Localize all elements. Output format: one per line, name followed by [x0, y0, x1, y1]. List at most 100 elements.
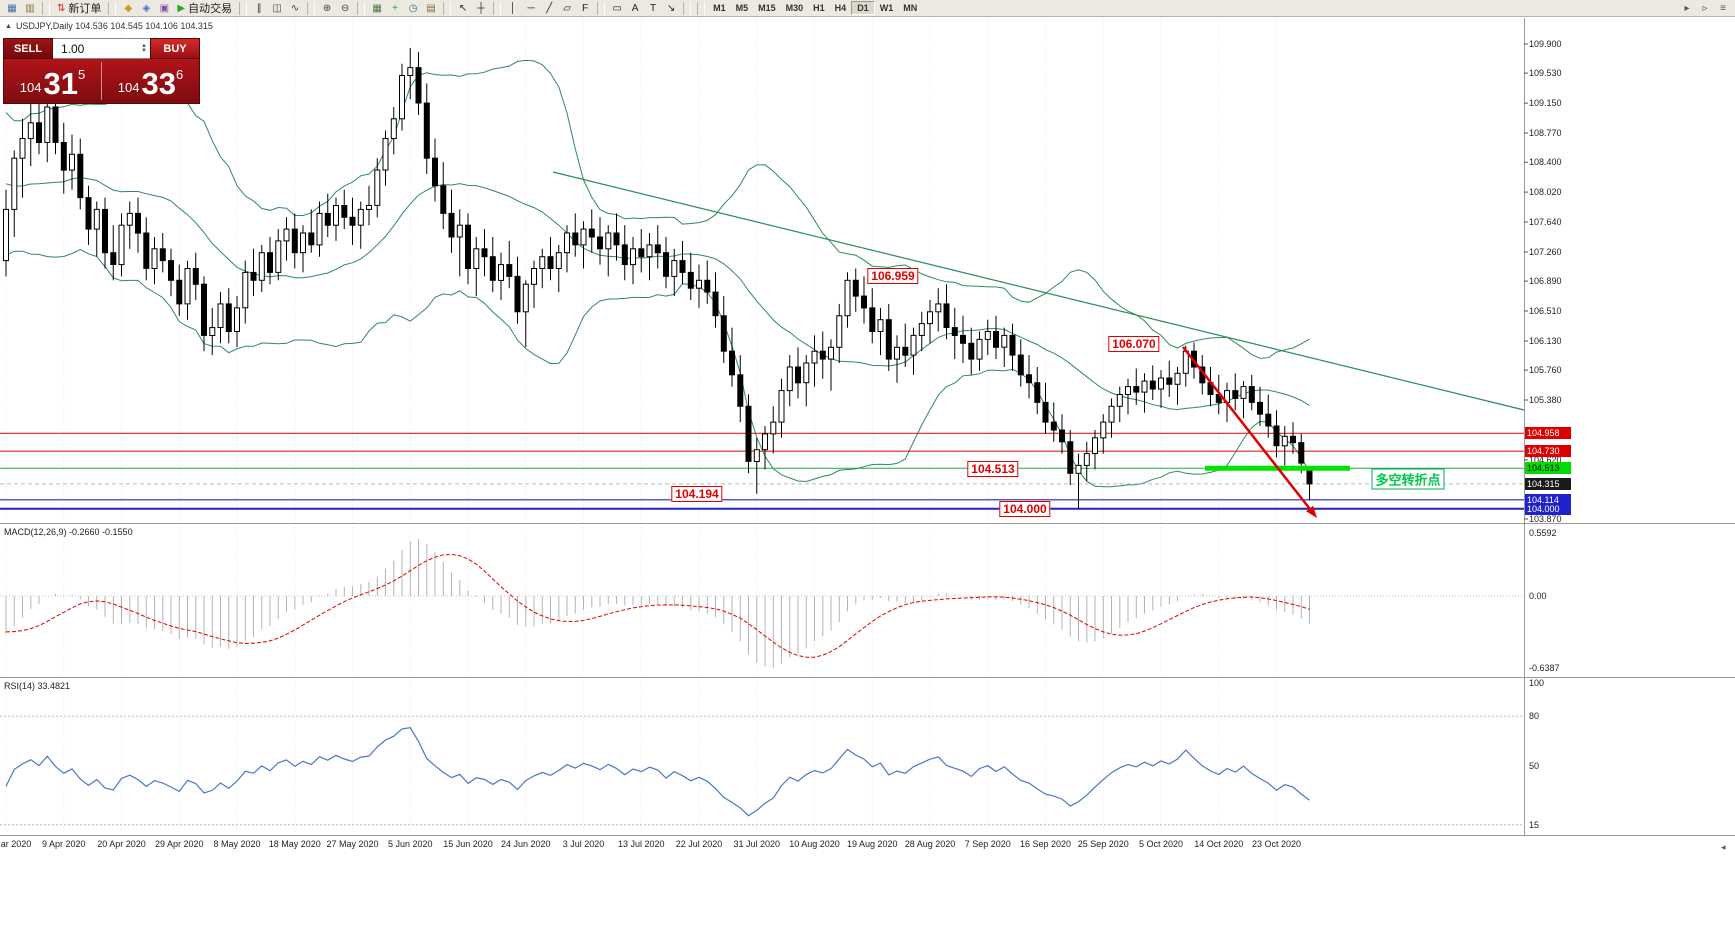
toolbar-separator — [597, 1, 606, 15]
timeframe-d1-button[interactable]: D1 — [851, 1, 875, 15]
menu-more-icon[interactable]: ≡ — [1720, 2, 1726, 14]
chart-scroll-icon[interactable]: ▸ — [1684, 2, 1690, 14]
toolbar-separator — [493, 1, 502, 15]
timeframe-h1-button[interactable]: H1 — [813, 3, 825, 13]
shapes-icon[interactable]: ▭ — [609, 1, 625, 16]
new-order-button[interactable]: ⇅ 新订单 — [53, 1, 105, 16]
autotrading-button[interactable]: ▶ 自动交易 — [173, 1, 236, 16]
price-axis-label: 106.130 — [1529, 335, 1562, 346]
toolbar-separator — [108, 1, 117, 15]
cursor-icon[interactable]: ↖ — [455, 1, 471, 16]
sell-button[interactable]: SELL — [3, 38, 53, 59]
horizontal-line-icon-glyph: ─ — [527, 2, 535, 14]
price-axis-label: 107.640 — [1529, 217, 1562, 228]
new-chart-icon-glyph: ▦ — [7, 2, 17, 14]
price-annotation-104.194[interactable]: 104.194 — [671, 486, 723, 502]
zoom-in-icon-glyph: ⊕ — [322, 2, 332, 14]
price-axis-label: 105.380 — [1529, 395, 1562, 406]
volume-down-icon[interactable]: ▼ — [141, 47, 147, 54]
date-axis-label: 29 Apr 2020 — [154, 839, 204, 849]
date-axis-label: 24 Jun 2020 — [500, 839, 551, 849]
chart-symbol-info: ▲ USDJPY,Daily 104.536 104.545 104.106 1… — [5, 21, 213, 31]
arrows-icon-glyph: ↘ — [666, 2, 676, 14]
templates-icon[interactable]: ▤ — [423, 1, 439, 16]
vertical-line-icon[interactable]: │ — [505, 1, 521, 16]
turning-point-label[interactable]: 多空转折点 — [1371, 468, 1445, 490]
toolbar-separator — [239, 1, 248, 15]
text-icon[interactable]: A — [627, 1, 643, 16]
price-annotation-104.513[interactable]: 104.513 — [967, 461, 1019, 477]
sell-price-base: 104 — [19, 80, 42, 95]
volume-field[interactable]: 1.00 ▲ ▼ — [53, 38, 150, 59]
price-annotation-104.000[interactable]: 104.000 — [999, 501, 1051, 517]
volume-value[interactable]: 1.00 — [61, 41, 85, 56]
rsi-indicator-label: RSI(14) 33.4821 — [4, 681, 71, 691]
price-annotation-106.959[interactable]: 106.959 — [867, 268, 919, 284]
buy-price-sup: 6 — [175, 67, 184, 82]
fibonacci-icon[interactable]: F — [577, 1, 593, 16]
price-axis-label: 104.620 — [1529, 454, 1562, 465]
terminal-icon[interactable]: ▣ — [156, 1, 172, 16]
bar-chart-icon[interactable]: ∥ — [251, 1, 267, 16]
date-axis-label: 25 Sep 2020 — [1077, 839, 1129, 849]
buy-button[interactable]: BUY — [150, 38, 200, 59]
timeframe-h4-button[interactable]: H4 — [834, 3, 847, 13]
volume-up-icon[interactable]: ▲ — [141, 42, 147, 49]
one-click-trading-panel: SELL 1.00 ▲ ▼ BUY 104 31 5 104 33 6 — [3, 38, 200, 104]
timeframe-w1-button[interactable]: W1 — [879, 3, 894, 13]
price-axis-label: 106.890 — [1529, 276, 1562, 287]
price-axis-label: 108.020 — [1529, 187, 1562, 198]
timeframe-m1-button[interactable]: M1 — [713, 3, 726, 13]
sell-price[interactable]: 104 31 5 — [4, 59, 101, 103]
zoom-in-icon[interactable]: ⊕ — [319, 1, 335, 16]
chart-shift-icon[interactable]: ▹ — [1702, 2, 1708, 14]
date-axis-label: 13 Jul 2020 — [617, 839, 665, 849]
zoom-out-icon[interactable]: ⊖ — [337, 1, 353, 16]
date-axis-label: 27 May 2020 — [326, 839, 379, 849]
candlestick-chart-icon-glyph: ◫ — [272, 2, 282, 14]
volume-spinner[interactable]: ▲ ▼ — [141, 42, 147, 54]
price-axis-label: 103.870 — [1529, 513, 1562, 524]
macd-scale-label: 0.5592 — [1529, 527, 1557, 538]
rsi-scale-label: 100 — [1529, 678, 1545, 688]
timeframe-m5-button[interactable]: M5 — [735, 3, 749, 13]
crosshair-icon[interactable]: ┼ — [473, 1, 489, 16]
timeframe-mn-button[interactable]: MN — [903, 3, 918, 13]
price-annotation-106.070[interactable]: 106.070 — [1108, 336, 1160, 352]
text-label-icon[interactable]: T — [645, 1, 661, 16]
arrows-icon[interactable]: ↘ — [663, 1, 679, 16]
timeframe-m15-button[interactable]: M15 — [758, 3, 776, 13]
date-axis-label: 16 Sep 2020 — [1019, 839, 1072, 849]
market-watch-icon[interactable]: ◆ — [120, 1, 136, 16]
indicators-icon[interactable]: + — [387, 1, 403, 16]
periods-icon[interactable]: ◷ — [405, 1, 421, 16]
buy-price[interactable]: 104 33 6 — [102, 59, 199, 103]
line-chart-icon[interactable]: ∿ — [287, 1, 303, 16]
profiles-icon-glyph: ▥ — [25, 2, 35, 14]
candlestick-chart-icon[interactable]: ◫ — [269, 1, 285, 16]
trendline-icon[interactable]: ╱ — [541, 1, 557, 16]
macd-indicator-label: MACD(12,26,9) -0.2660 -0.1550 — [4, 527, 133, 537]
profiles-icon[interactable]: ▥ — [22, 1, 38, 16]
date-axis-label: 22 Jul 2020 — [675, 839, 723, 849]
price-axis-label: 109.530 — [1529, 68, 1562, 79]
macd-scale-label: 0.00 — [1529, 591, 1547, 601]
periods-icon-glyph: ◷ — [408, 2, 418, 14]
navigator-icon[interactable]: ◈ — [138, 1, 154, 16]
date-axis-label: 31 Mar 2020 — [0, 839, 32, 849]
scroll-end-icon[interactable]: ◂ — [1721, 842, 1726, 852]
new-chart-icon[interactable]: ▦ — [4, 1, 20, 16]
buy-price-big: 33 — [141, 66, 176, 101]
tile-windows-icon[interactable]: ▦ — [369, 1, 385, 16]
rsi-scale-label: 50 — [1529, 761, 1540, 772]
price-axis-label: 109.900 — [1529, 39, 1562, 49]
horizontal-line-icon[interactable]: ─ — [523, 1, 539, 16]
toolbar-button-label: 自动交易 — [188, 3, 233, 15]
one-click-collapse-icon[interactable]: ▲ — [5, 22, 12, 30]
timeframe-m30-button[interactable]: M30 — [785, 3, 804, 13]
channel-icon[interactable]: ▱ — [559, 1, 575, 16]
date-axis-label: 31 Jul 2020 — [733, 839, 781, 849]
trendline-icon-glyph: ╱ — [546, 2, 553, 14]
